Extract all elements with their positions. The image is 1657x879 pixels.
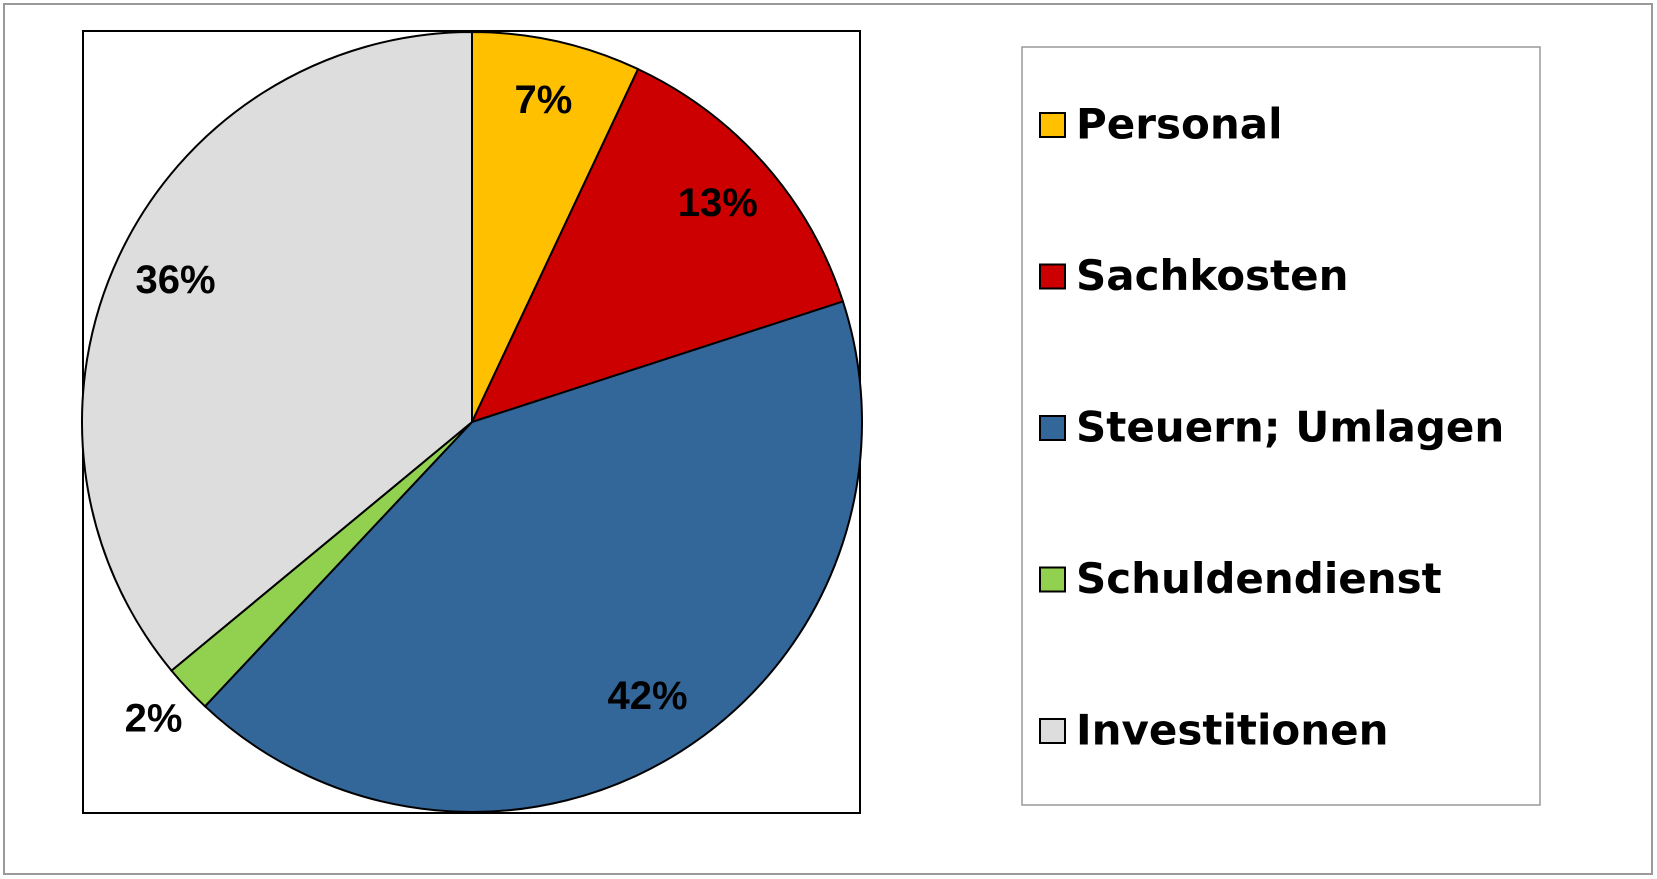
legend-swatch (1039, 415, 1066, 441)
data-label: 36% (136, 258, 216, 302)
legend-label: Sachkosten (1076, 251, 1349, 300)
legend-label: Personal (1076, 100, 1282, 149)
legend-label: Investitionen (1076, 706, 1388, 755)
pie-slice (470, 67, 845, 424)
data-label: 2% (125, 697, 183, 741)
pie-slice (81, 30, 473, 673)
data-label: 42% (608, 674, 688, 718)
data-label: 7% (515, 78, 573, 122)
legend-label: Steuern; Umlagen (1076, 403, 1504, 452)
legend-swatch (1039, 263, 1066, 290)
legend-swatch (1039, 566, 1066, 593)
legend-swatch (1039, 112, 1066, 138)
legend-swatch (1039, 718, 1066, 744)
legend-label: Schuldendienst (1076, 554, 1442, 603)
legend-box (1021, 46, 1541, 806)
pie-slice (203, 300, 863, 813)
pie-slice (471, 30, 640, 423)
data-label: 13% (678, 181, 758, 225)
